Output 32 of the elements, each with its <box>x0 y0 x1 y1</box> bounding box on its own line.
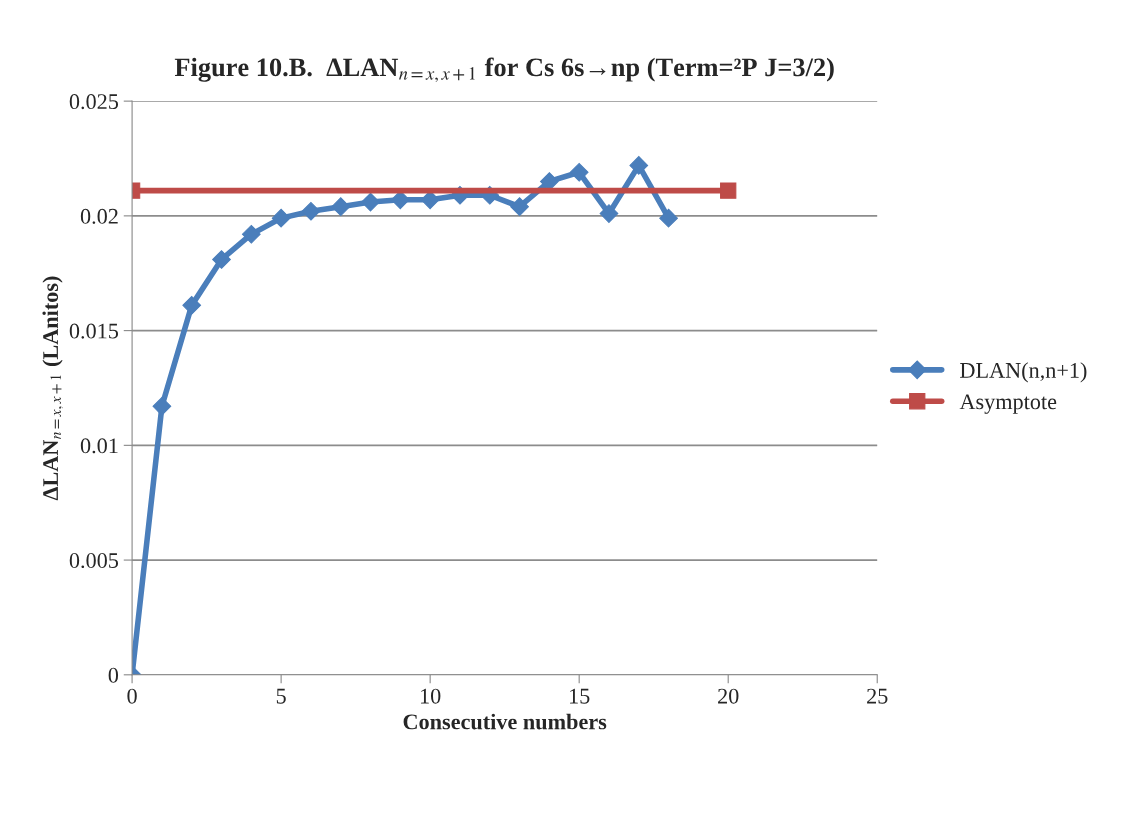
point <box>390 190 410 210</box>
y-axis-title: ΔLAN$_{n=x,x+1}$ (LAnitos) <box>42 276 64 501</box>
point <box>361 192 380 212</box>
x-tick-label: 15 <box>570 688 590 704</box>
x-axis-title: Consecutive numbers <box>403 713 607 730</box>
x-tick-label: 20 <box>718 688 739 704</box>
chart-title: Figure 10.B. ΔLAN$_{n=x,x+1}$ for Cs 6s→np (Term=²P J=3/2) <box>174 57 834 83</box>
point <box>182 296 202 315</box>
x-tick-label: 5 <box>276 688 286 704</box>
point <box>659 208 678 228</box>
point <box>510 197 529 217</box>
y-tick-label: 0.01 <box>80 438 118 454</box>
y-tick-label: 0.025 <box>69 94 119 110</box>
y-tick-label: 0.02 <box>80 208 118 224</box>
point <box>271 208 291 228</box>
point <box>629 156 649 175</box>
point <box>420 190 440 210</box>
y-tick-label: 0.015 <box>69 323 119 339</box>
y-tick-label: 0.005 <box>69 553 119 569</box>
point <box>301 201 321 221</box>
x-tick-label: 25 <box>867 688 888 704</box>
point <box>331 197 351 217</box>
point <box>152 396 172 416</box>
x-tick-label: 0 <box>127 688 137 704</box>
point <box>241 224 261 244</box>
legend-label: Asymptote <box>959 394 1057 414</box>
point <box>212 250 231 269</box>
x-tick-label: 10 <box>420 688 441 704</box>
legend-label: DLAN(n,n+1) <box>960 362 1087 383</box>
point <box>569 162 589 182</box>
point <box>599 204 619 223</box>
y-tick-label: 0 <box>108 667 119 683</box>
